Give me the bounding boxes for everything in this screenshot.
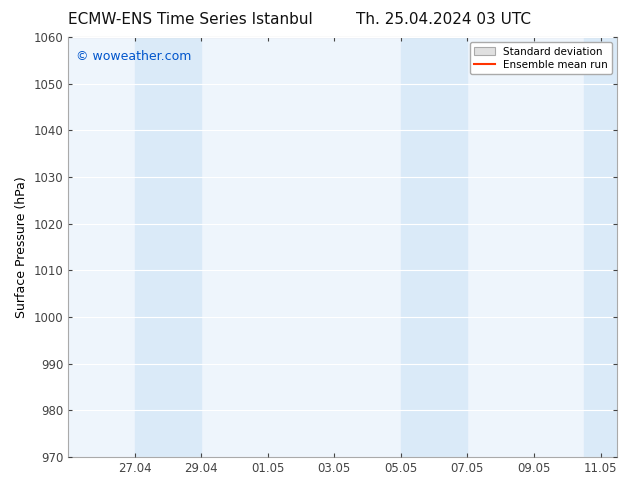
- Bar: [401, 37, 467, 457]
- Text: ECMW-ENS Time Series Istanbul: ECMW-ENS Time Series Istanbul: [68, 12, 313, 27]
- Text: Th. 25.04.2024 03 UTC: Th. 25.04.2024 03 UTC: [356, 12, 531, 27]
- Legend: Standard deviation, Ensemble mean run: Standard deviation, Ensemble mean run: [470, 42, 612, 74]
- Y-axis label: Surface Pressure (hPa): Surface Pressure (hPa): [15, 176, 28, 318]
- Bar: [134, 37, 201, 457]
- Bar: [584, 37, 617, 457]
- Text: © woweather.com: © woweather.com: [77, 50, 191, 63]
